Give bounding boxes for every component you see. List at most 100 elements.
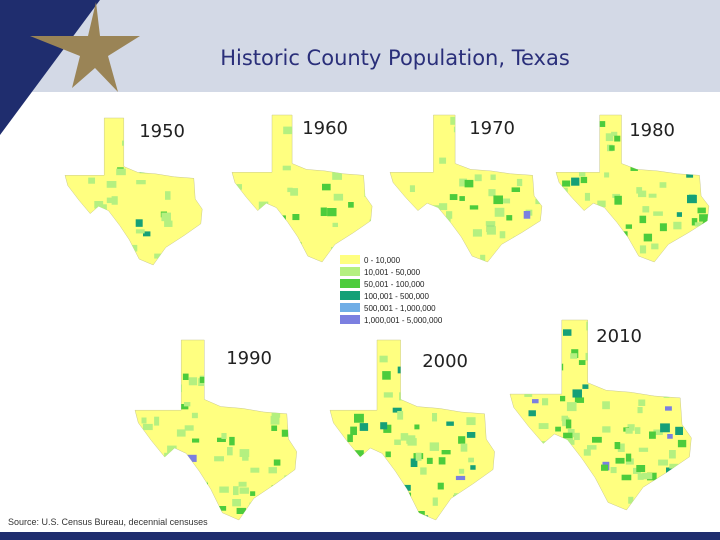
county xyxy=(669,450,676,459)
county xyxy=(665,406,672,411)
map-year: 1960 xyxy=(302,118,348,139)
county xyxy=(167,247,174,254)
county xyxy=(354,234,362,241)
county xyxy=(468,457,474,463)
county xyxy=(458,436,466,444)
county xyxy=(538,423,549,430)
county xyxy=(563,432,573,439)
county xyxy=(466,417,476,426)
county xyxy=(300,148,307,153)
county xyxy=(341,396,350,402)
county xyxy=(331,373,339,378)
county xyxy=(659,492,666,497)
county xyxy=(154,416,160,426)
county xyxy=(415,452,422,461)
county xyxy=(395,196,401,205)
county xyxy=(580,149,588,158)
county xyxy=(423,207,431,212)
county xyxy=(634,348,642,358)
county xyxy=(183,402,191,407)
county xyxy=(345,500,356,508)
county xyxy=(679,321,686,330)
county xyxy=(459,178,468,187)
county xyxy=(194,248,203,257)
county xyxy=(447,395,456,404)
county xyxy=(676,212,682,217)
county xyxy=(609,145,615,151)
county xyxy=(592,436,602,443)
county xyxy=(418,238,429,245)
county xyxy=(649,431,656,439)
county xyxy=(571,177,580,186)
state-outline xyxy=(509,319,692,511)
county xyxy=(369,232,373,239)
county xyxy=(280,215,286,221)
county xyxy=(411,359,418,365)
county xyxy=(417,377,426,387)
county xyxy=(611,375,618,384)
map: 2000 xyxy=(329,339,495,521)
county xyxy=(410,458,418,468)
county xyxy=(585,352,592,361)
county xyxy=(658,459,668,466)
county xyxy=(615,457,625,464)
county xyxy=(705,247,709,255)
county xyxy=(161,153,168,159)
county xyxy=(639,215,647,224)
county xyxy=(689,408,692,414)
county xyxy=(277,379,288,388)
county xyxy=(653,211,663,216)
county xyxy=(397,366,405,374)
county xyxy=(164,379,172,387)
county xyxy=(239,115,249,120)
county xyxy=(627,424,635,431)
county xyxy=(621,474,632,481)
county xyxy=(287,187,293,193)
county xyxy=(450,116,458,125)
county xyxy=(287,344,295,349)
county xyxy=(476,398,487,408)
county xyxy=(677,439,687,448)
state-outline xyxy=(329,339,495,521)
county xyxy=(439,157,447,164)
county xyxy=(660,259,666,262)
county xyxy=(533,336,542,343)
county xyxy=(661,144,667,152)
county xyxy=(580,223,589,230)
county xyxy=(673,221,682,230)
county xyxy=(139,447,147,456)
county xyxy=(586,321,594,331)
county xyxy=(524,234,532,241)
county xyxy=(499,259,508,262)
county xyxy=(506,215,513,221)
county xyxy=(176,429,186,437)
county xyxy=(273,459,281,466)
county xyxy=(346,347,355,354)
county xyxy=(424,155,434,161)
county xyxy=(437,482,444,490)
county xyxy=(176,247,186,252)
county xyxy=(351,354,360,360)
county xyxy=(359,423,369,431)
county xyxy=(393,199,402,209)
county xyxy=(560,395,566,402)
county xyxy=(319,148,326,154)
county xyxy=(617,443,625,452)
county xyxy=(458,468,465,474)
county xyxy=(494,207,505,217)
county xyxy=(453,494,462,504)
county xyxy=(271,425,278,431)
county xyxy=(638,399,646,406)
county xyxy=(513,236,520,242)
county xyxy=(164,486,171,492)
county xyxy=(167,445,177,454)
county xyxy=(429,442,440,451)
county xyxy=(555,363,564,371)
county xyxy=(409,512,417,517)
county xyxy=(143,231,151,237)
county xyxy=(354,413,364,423)
county xyxy=(694,362,702,370)
county xyxy=(670,347,677,352)
county xyxy=(164,220,173,227)
